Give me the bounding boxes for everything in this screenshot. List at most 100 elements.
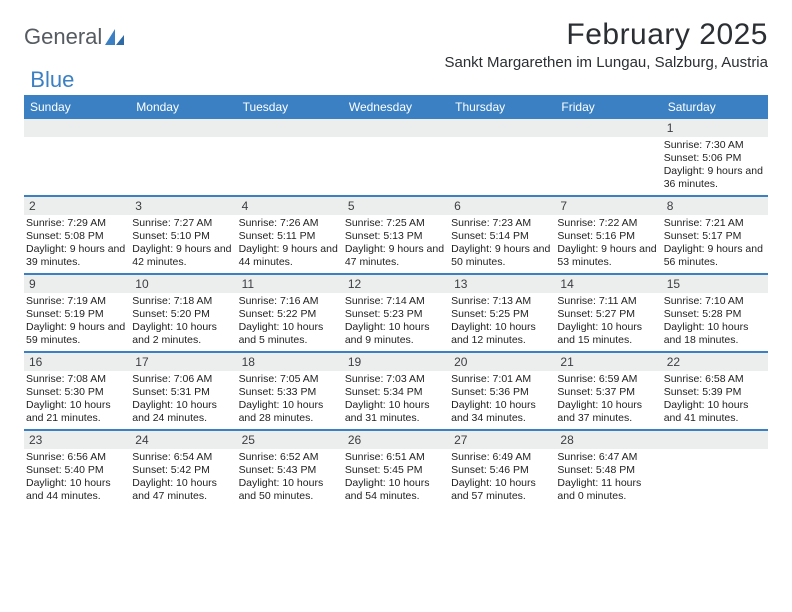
sunrise-text: Sunrise: 7:26 AM bbox=[239, 217, 339, 230]
title-block: February 2025 Sankt Margarethen im Lunga… bbox=[444, 18, 768, 71]
daylight-text: Daylight: 10 hours and 24 minutes. bbox=[132, 399, 232, 425]
day-cell: 10Sunrise: 7:18 AMSunset: 5:20 PMDayligh… bbox=[130, 275, 236, 351]
day-cell: 27 Sunrise: 6:49 AMSunset: 5:46 PMDayligh… bbox=[449, 431, 555, 507]
sunset-text: Sunset: 5:31 PM bbox=[132, 386, 232, 399]
day-number: 15 bbox=[662, 275, 768, 293]
day-info: Sunrise: 6:58 AMSunset: 5:39 PMDaylight:… bbox=[662, 371, 768, 428]
sunset-text: Sunset: 5:48 PM bbox=[557, 464, 657, 477]
daylight-text: Daylight: 10 hours and 9 minutes. bbox=[345, 321, 445, 347]
daylight-text: Daylight: 10 hours and 54 minutes. bbox=[345, 477, 445, 503]
day-cell bbox=[130, 119, 236, 195]
day-cell: 19Sunrise: 7:03 AMSunset: 5:34 PMDayligh… bbox=[343, 353, 449, 429]
day-cell: 21Sunrise: 6:59 AMSunset: 5:37 PMDayligh… bbox=[555, 353, 661, 429]
day-cell bbox=[237, 119, 343, 195]
day-info: Sunrise: 6:56 AMSunset: 5:40 PMDaylight:… bbox=[24, 449, 130, 506]
day-header-row: Sunday Monday Tuesday Wednesday Thursday… bbox=[24, 95, 768, 119]
day-cell: 17 Sunrise: 7:06 AMSunset: 5:31 PMDayligh… bbox=[130, 353, 236, 429]
brand-part1: General bbox=[24, 24, 102, 50]
sunset-text: Sunset: 5:46 PM bbox=[451, 464, 551, 477]
day-cell bbox=[449, 119, 555, 195]
dayname-sun: Sunday bbox=[24, 95, 130, 119]
day-number: 12 bbox=[343, 275, 449, 293]
day-number: 17 bbox=[130, 353, 236, 371]
sunrise-text: Sunrise: 7:23 AM bbox=[451, 217, 551, 230]
daylight-text: Daylight: 9 hours and 44 minutes. bbox=[239, 243, 339, 269]
daylight-text: Daylight: 9 hours and 59 minutes. bbox=[26, 321, 126, 347]
day-info: Sunrise: 6:59 AMSunset: 5:37 PMDaylight:… bbox=[555, 371, 661, 428]
sunset-text: Sunset: 5:40 PM bbox=[26, 464, 126, 477]
day-number: 2 bbox=[24, 197, 130, 215]
day-info: Sunrise: 7:23 AMSunset: 5:14 PMDaylight:… bbox=[449, 215, 555, 272]
sunset-text: Sunset: 5:33 PM bbox=[239, 386, 339, 399]
sunset-text: Sunset: 5:37 PM bbox=[557, 386, 657, 399]
sunrise-text: Sunrise: 6:58 AM bbox=[664, 373, 764, 386]
day-number: 27 bbox=[449, 431, 555, 449]
daylight-text: Daylight: 10 hours and 12 minutes. bbox=[451, 321, 551, 347]
sunrise-text: Sunrise: 6:47 AM bbox=[557, 451, 657, 464]
sunrise-text: Sunrise: 7:16 AM bbox=[239, 295, 339, 308]
daylight-text: Daylight: 10 hours and 37 minutes. bbox=[557, 399, 657, 425]
daylight-text: Daylight: 10 hours and 44 minutes. bbox=[26, 477, 126, 503]
day-cell: 16Sunrise: 7:08 AMSunset: 5:30 PMDayligh… bbox=[24, 353, 130, 429]
day-info: Sunrise: 7:03 AMSunset: 5:34 PMDaylight:… bbox=[343, 371, 449, 428]
sunrise-text: Sunrise: 7:08 AM bbox=[26, 373, 126, 386]
week-row: 23Sunrise: 6:56 AMSunset: 5:40 PMDayligh… bbox=[24, 431, 768, 507]
daylight-text: Daylight: 10 hours and 34 minutes. bbox=[451, 399, 551, 425]
day-cell bbox=[555, 119, 661, 195]
day-number bbox=[24, 119, 130, 137]
sunset-text: Sunset: 5:08 PM bbox=[26, 230, 126, 243]
daylight-text: Daylight: 10 hours and 57 minutes. bbox=[451, 477, 551, 503]
page: General February 2025 Sankt Margarethen … bbox=[0, 0, 792, 507]
day-cell: 3Sunrise: 7:27 AMSunset: 5:10 PMDaylight… bbox=[130, 197, 236, 273]
week-row: 16Sunrise: 7:08 AMSunset: 5:30 PMDayligh… bbox=[24, 353, 768, 431]
day-info: Sunrise: 6:52 AMSunset: 5:43 PMDaylight:… bbox=[237, 449, 343, 506]
day-cell: 6Sunrise: 7:23 AMSunset: 5:14 PMDaylight… bbox=[449, 197, 555, 273]
day-cell: 4Sunrise: 7:26 AMSunset: 5:11 PMDaylight… bbox=[237, 197, 343, 273]
sunset-text: Sunset: 5:36 PM bbox=[451, 386, 551, 399]
daylight-text: Daylight: 10 hours and 41 minutes. bbox=[664, 399, 764, 425]
sunset-text: Sunset: 5:19 PM bbox=[26, 308, 126, 321]
day-number bbox=[662, 431, 768, 449]
day-cell: 23Sunrise: 6:56 AMSunset: 5:40 PMDayligh… bbox=[24, 431, 130, 507]
daylight-text: Daylight: 9 hours and 36 minutes. bbox=[664, 165, 764, 191]
sunset-text: Sunset: 5:43 PM bbox=[239, 464, 339, 477]
sunrise-text: Sunrise: 7:21 AM bbox=[664, 217, 764, 230]
day-cell bbox=[662, 431, 768, 507]
day-number: 6 bbox=[449, 197, 555, 215]
sunrise-text: Sunrise: 7:10 AM bbox=[664, 295, 764, 308]
day-cell bbox=[24, 119, 130, 195]
location-text: Sankt Margarethen im Lungau, Salzburg, A… bbox=[444, 54, 768, 71]
week-row: 9Sunrise: 7:19 AMSunset: 5:19 PMDaylight… bbox=[24, 275, 768, 353]
day-number: 14 bbox=[555, 275, 661, 293]
day-info: Sunrise: 7:11 AMSunset: 5:27 PMDaylight:… bbox=[555, 293, 661, 350]
day-info: Sunrise: 7:26 AMSunset: 5:11 PMDaylight:… bbox=[237, 215, 343, 272]
day-info: Sunrise: 7:25 AMSunset: 5:13 PMDaylight:… bbox=[343, 215, 449, 272]
brand-logo: General bbox=[24, 18, 126, 50]
day-number: 1 bbox=[662, 119, 768, 137]
sunrise-text: Sunrise: 7:18 AM bbox=[132, 295, 232, 308]
day-number: 23 bbox=[24, 431, 130, 449]
daylight-text: Daylight: 9 hours and 47 minutes. bbox=[345, 243, 445, 269]
day-info: Sunrise: 6:51 AMSunset: 5:45 PMDaylight:… bbox=[343, 449, 449, 506]
day-number: 21 bbox=[555, 353, 661, 371]
day-number: 9 bbox=[24, 275, 130, 293]
day-number bbox=[555, 119, 661, 137]
sunset-text: Sunset: 5:17 PM bbox=[664, 230, 764, 243]
day-info: Sunrise: 7:14 AMSunset: 5:23 PMDaylight:… bbox=[343, 293, 449, 350]
weeks-container: 1Sunrise: 7:30 AMSunset: 5:06 PMDaylight… bbox=[24, 119, 768, 507]
day-number: 3 bbox=[130, 197, 236, 215]
day-cell: 11Sunrise: 7:16 AMSunset: 5:22 PMDayligh… bbox=[237, 275, 343, 351]
sunrise-text: Sunrise: 7:11 AM bbox=[557, 295, 657, 308]
day-cell: 9Sunrise: 7:19 AMSunset: 5:19 PMDaylight… bbox=[24, 275, 130, 351]
sunset-text: Sunset: 5:45 PM bbox=[345, 464, 445, 477]
sunrise-text: Sunrise: 6:49 AM bbox=[451, 451, 551, 464]
sunrise-text: Sunrise: 7:22 AM bbox=[557, 217, 657, 230]
sunrise-text: Sunrise: 7:25 AM bbox=[345, 217, 445, 230]
day-cell: 5Sunrise: 7:25 AMSunset: 5:13 PMDaylight… bbox=[343, 197, 449, 273]
dayname-fri: Friday bbox=[555, 95, 661, 119]
sunrise-text: Sunrise: 7:30 AM bbox=[664, 139, 764, 152]
sunset-text: Sunset: 5:27 PM bbox=[557, 308, 657, 321]
sunrise-text: Sunrise: 7:06 AM bbox=[132, 373, 232, 386]
day-number: 26 bbox=[343, 431, 449, 449]
sunset-text: Sunset: 5:34 PM bbox=[345, 386, 445, 399]
